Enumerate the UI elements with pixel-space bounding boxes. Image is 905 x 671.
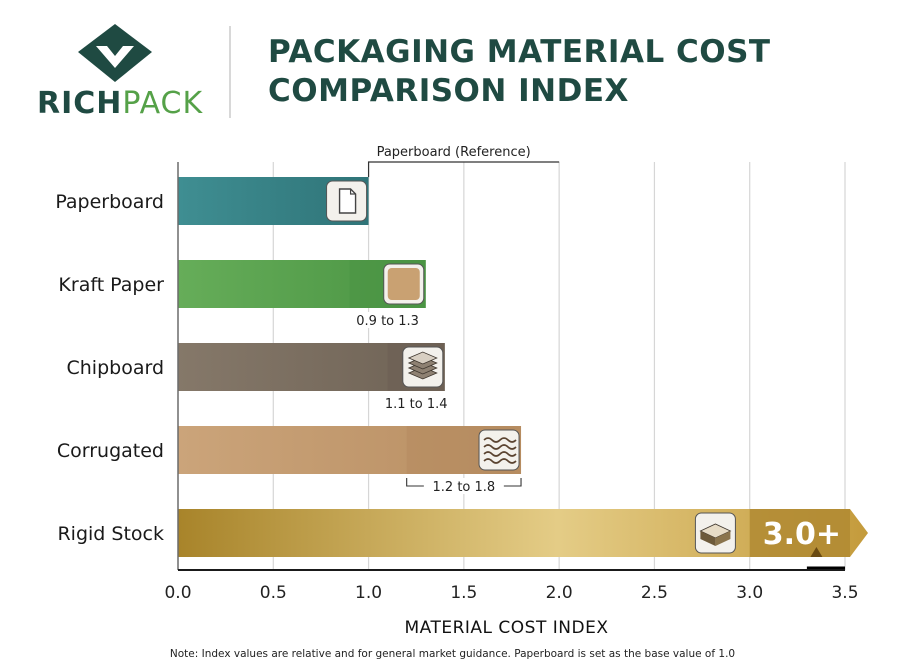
range-label-bg	[347, 312, 428, 328]
chip-layer	[407, 351, 438, 365]
category-label: Corrugated	[57, 440, 164, 462]
x-tick-label: 0.0	[164, 583, 191, 603]
kraft-swatch	[387, 268, 420, 300]
x-tick-label: 1.5	[450, 583, 477, 603]
category-label: Rigid Stock	[57, 523, 164, 545]
x-tick-label: 0.5	[260, 583, 287, 603]
chipboard-stack-icon	[402, 346, 444, 388]
x-axis-title: MATERIAL COST INDEX	[405, 618, 609, 638]
kraft-swatch-icon	[383, 263, 425, 305]
value-marker	[810, 547, 823, 557]
value-badge-bg	[749, 509, 850, 557]
page-title: PACKAGING MATERIAL COST COMPARISON INDEX	[268, 33, 868, 111]
title-line-1: PACKAGING MATERIAL COST	[268, 34, 771, 70]
category-label: Kraft Paper	[58, 274, 164, 296]
cost-index-chart: 0.9 to 1.31.1 to 1.41.2 to 1.83.0+ 0.0 0.…	[55, 145, 868, 638]
corrugated-flute	[483, 437, 517, 443]
range-label: 1.2 to 1.8	[433, 480, 496, 495]
logo-pack: PACK	[122, 86, 204, 121]
richpack-logo-icon	[78, 24, 152, 82]
x-tick-label: 3.5	[831, 583, 858, 603]
header-divider	[229, 26, 231, 118]
rigid-side	[700, 531, 716, 546]
range-label-bg	[376, 395, 457, 411]
x-tick-label: 2.0	[546, 583, 573, 603]
axis-layer: 0.0 0.5 1.0 1.5 2.0 2.5 3.0 3.5 MATERIAL COST IN…	[55, 145, 858, 638]
x-tick-label: 2.5	[641, 583, 668, 603]
header: RICHPACK PACKAGING MATERIAL COST COMPARI…	[0, 0, 905, 130]
reference-label: Paperboard (Reference)	[377, 145, 531, 160]
icon-tile	[478, 429, 520, 471]
corrugated-flute	[483, 444, 517, 450]
logo-wordmark: RICHPACK	[37, 86, 203, 121]
category-label: Paperboard	[55, 191, 164, 213]
x-tick-label: 1.0	[355, 583, 382, 603]
title-line-2: COMPARISON INDEX	[268, 73, 629, 109]
corrugated-layers-icon	[478, 429, 520, 471]
rigid-front	[715, 531, 731, 546]
x-tick-label: 3.0	[736, 583, 763, 603]
paper-sheet-icon	[326, 180, 368, 222]
category-label: Chipboard	[66, 357, 164, 379]
logo-rich: RICH	[37, 86, 123, 121]
reference-leader	[367, 161, 560, 177]
range-label: 0.9 to 1.3	[356, 314, 419, 329]
footnote: Note: Index values are relative and for …	[169, 648, 736, 660]
rigid-board-icon	[694, 512, 736, 554]
range-label: 1.1 to 1.4	[385, 397, 448, 412]
paper-fold	[349, 189, 356, 195]
value-badge: 3.0+	[763, 517, 841, 552]
corrugated-flute	[483, 458, 517, 464]
corrugated-flute	[483, 451, 517, 457]
paper-shape	[338, 188, 357, 214]
range-label-bg	[423, 478, 504, 494]
bars-layer: 0.9 to 1.3 1.1 to 1.4 1.2 to 1.8 3.0+	[178, 177, 868, 570]
